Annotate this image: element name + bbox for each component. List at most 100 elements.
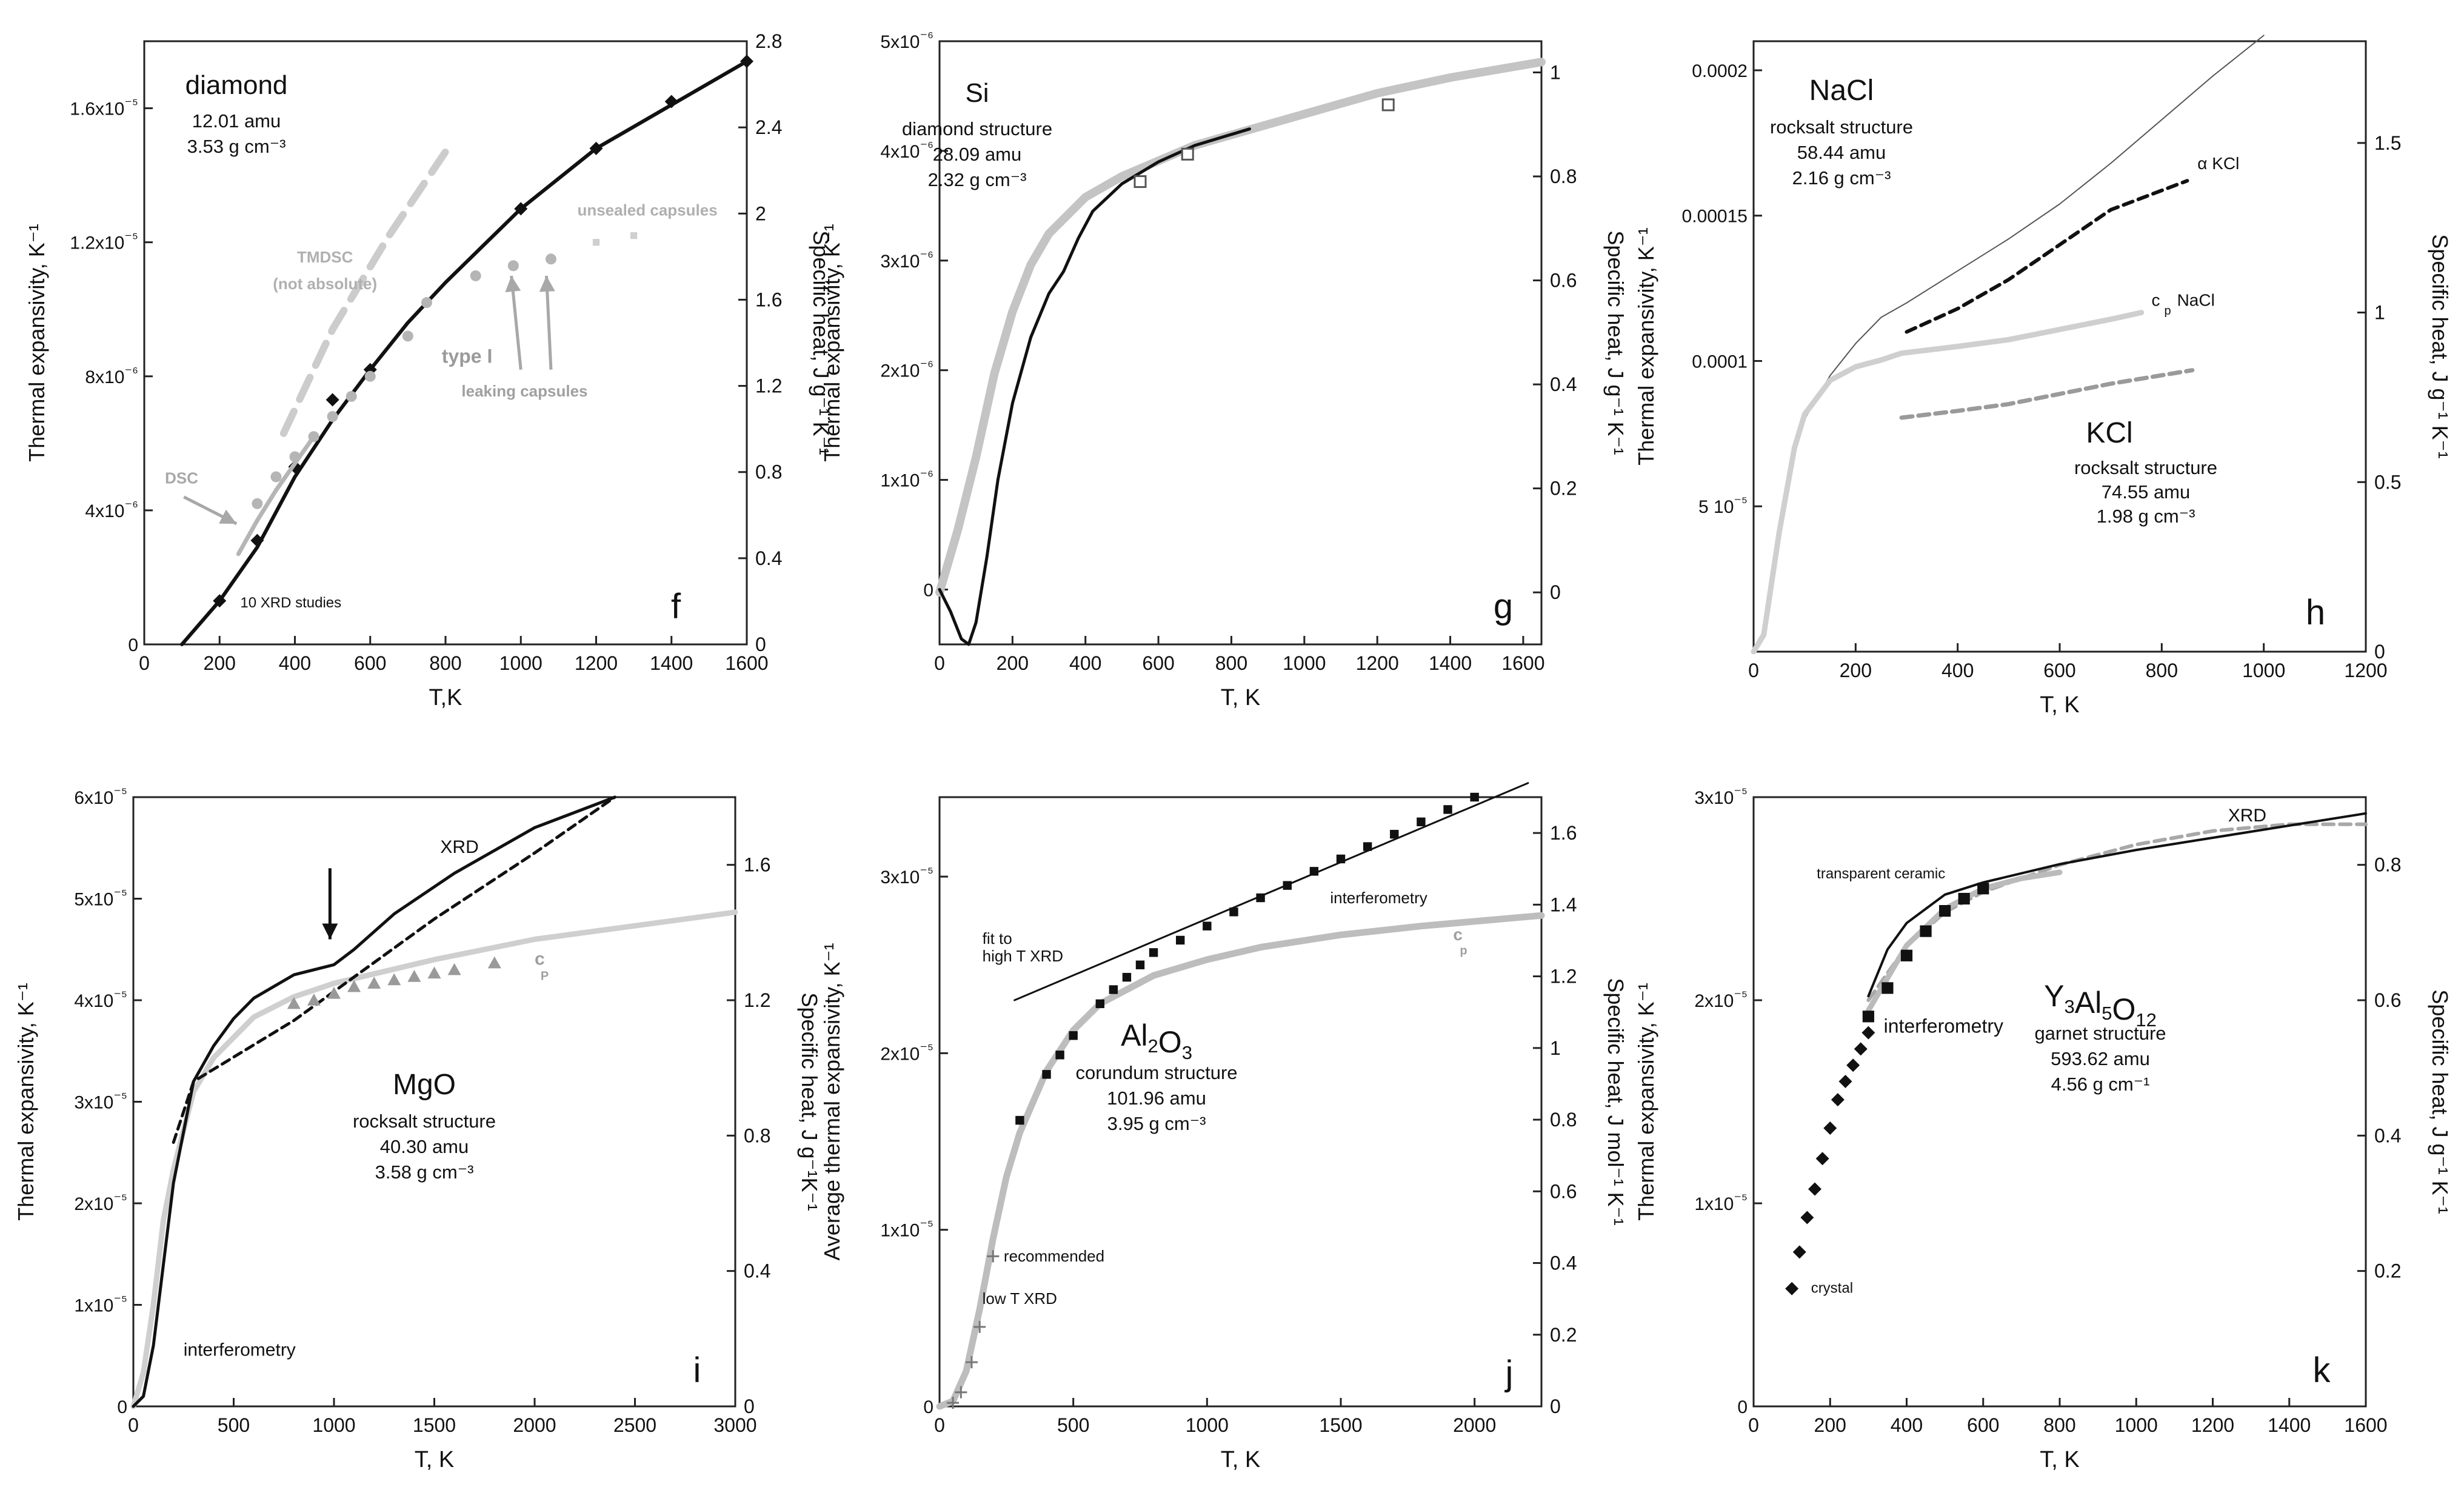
y2-tick-label: 0 xyxy=(744,1395,755,1417)
annotation-label: interferometry xyxy=(1884,1015,2003,1037)
series-interferometry-line xyxy=(172,795,616,1144)
y2-tick-label: 0.2 xyxy=(2374,1260,2401,1282)
series-interferometry-point xyxy=(1069,1031,1078,1040)
x-axis-label: T, K xyxy=(1221,1447,1260,1472)
series-data-point xyxy=(1134,175,1147,189)
y2-tick-label: 1.2 xyxy=(744,989,770,1011)
series-type-i-point xyxy=(252,498,263,509)
x-tick-label: 400 xyxy=(1891,1414,1923,1436)
annotation-arrowhead xyxy=(505,275,521,293)
y2-tick-label: 0.6 xyxy=(1550,270,1577,292)
y2-tick-label: 0.6 xyxy=(1550,1180,1577,1202)
plot-frame xyxy=(143,40,748,646)
series-crystal-point xyxy=(1808,1182,1821,1196)
series-data-point xyxy=(1381,98,1395,112)
x-axis-label: T,K xyxy=(429,685,462,710)
y2-tick-label: 0.8 xyxy=(1550,165,1577,187)
x-tick-label: 1500 xyxy=(1319,1414,1362,1436)
y2-tick-label: 0.5 xyxy=(2374,471,2401,493)
annotation-label: high T XRD xyxy=(983,947,1063,965)
y2-tick-label: 1 xyxy=(1550,61,1561,83)
series-interferometry-point xyxy=(1443,805,1452,814)
y2-tick-label: 0 xyxy=(2374,641,2385,663)
series-type-i-point xyxy=(346,390,357,402)
annotation-label: transparent ceramic xyxy=(1817,866,1945,882)
series-interferometry-point xyxy=(1283,881,1292,890)
series-cp-data-point xyxy=(347,980,361,992)
y-tick-label: 3x10⁻⁶ xyxy=(880,249,933,272)
series-interferometry-point xyxy=(1135,960,1145,969)
material-title-2: KCl xyxy=(2086,417,2132,449)
series-interferometry-point xyxy=(1363,842,1372,851)
annotation-label: interferometry xyxy=(184,1340,296,1360)
series-interferometry-point xyxy=(1470,792,1479,802)
annotation-label: 10 XRD studies xyxy=(240,595,341,611)
panel-letter: g xyxy=(1494,587,1513,626)
x-axis-label: T, K xyxy=(2040,1447,2079,1472)
series-interferometry-point xyxy=(1176,935,1185,945)
annotation-label: leaking capsules xyxy=(461,382,587,400)
series-interferometry-point xyxy=(1229,907,1238,917)
series-crystal-point xyxy=(1800,1211,1814,1225)
y-tick-label: 0.0002 xyxy=(1692,61,1748,81)
x-tick-label: 1200 xyxy=(575,652,618,674)
series-crystal-point xyxy=(1861,1026,1875,1040)
y-axis-label: Thermal expansivity, K⁻¹ xyxy=(1634,227,1658,465)
x-tick-label: 800 xyxy=(2146,660,2178,681)
material-info: 4.56 g cm⁻¹ xyxy=(2051,1074,2150,1095)
material-info: 12.01 amu xyxy=(192,110,281,132)
y2-tick-label: 2.8 xyxy=(755,30,782,52)
series-type-i-point xyxy=(402,330,413,342)
y-tick-label: 2x10⁻⁵ xyxy=(1694,988,1748,1011)
series-transparent-ceramic-point xyxy=(1920,925,1932,937)
series-interferometry-point xyxy=(1336,854,1346,864)
y-tick-label: 1x10⁻⁵ xyxy=(74,1293,127,1316)
y-tick-label: 4x10⁻⁶ xyxy=(880,139,933,162)
series-alpha-line xyxy=(938,127,1251,646)
series-cp-data-point xyxy=(427,966,441,979)
annotation-label: c xyxy=(2152,290,2160,309)
y2-tick-label: 1.6 xyxy=(755,289,782,310)
y-tick-label: 0.0001 xyxy=(1692,352,1748,372)
annotation-label: fit to xyxy=(983,929,1012,947)
annotation-label: (not absolute) xyxy=(273,275,377,293)
y-tick-label: 3x10⁻⁵ xyxy=(74,1090,127,1113)
y2-axis-label: Specific heat, J mol⁻¹ K⁻¹ xyxy=(1603,978,1628,1225)
series-type-i-point xyxy=(470,270,481,281)
series-type-i-point xyxy=(270,471,282,483)
series-cp-data-point xyxy=(287,997,301,1009)
y-tick-label: 1.2x10⁻⁵ xyxy=(70,230,138,253)
series-interferometry-point xyxy=(1417,817,1426,826)
y-axis-label: Thermal expansivity, K⁻¹ xyxy=(820,224,844,461)
plot-frame xyxy=(1752,796,2367,1408)
series-unsealed-capsules-point xyxy=(630,232,638,239)
x-tick-label: 1200 xyxy=(2191,1414,2234,1436)
series-10-xrd-studies-point xyxy=(213,594,227,608)
series-cp-nacl-line xyxy=(1751,310,2145,655)
y2-tick-label: 0 xyxy=(1550,1395,1561,1417)
material-title: Al2O3 xyxy=(1121,1018,1192,1063)
series-data-point xyxy=(1181,147,1194,161)
y2-axis-label: Specific heat, J g⁻¹ K⁻¹ xyxy=(1603,230,1628,455)
y-tick-label: 4x10⁻⁶ xyxy=(85,498,138,521)
y2-tick-label: 0.4 xyxy=(1550,1252,1577,1274)
series-unsealed-capsules-point xyxy=(592,239,600,246)
series-tmdsc-not-absolute--line xyxy=(279,148,449,437)
series-transparent-ceramic-point xyxy=(1900,949,1913,961)
y2-axis-label: Specific heat, J g⁻¹ K⁻¹ xyxy=(2428,989,2452,1214)
y2-axis-label: Specific heat, J g⁻¹K⁻¹ xyxy=(797,992,822,1211)
series-interferometry-point xyxy=(1203,921,1212,931)
panel-h: 0 200 400 600 800 1000 1200 5 10⁻⁵ 0.0001 0.00015… xyxy=(1634,35,2452,718)
panel-letter: f xyxy=(671,587,681,626)
y2-tick-label: 0.8 xyxy=(755,461,782,483)
y2-tick-label: 2 xyxy=(755,202,766,224)
series-cp-line xyxy=(130,909,738,1409)
x-tick-label: 600 xyxy=(2043,660,2075,681)
series-10-xrd-studies-point xyxy=(326,393,339,407)
annotation-label: NaCl xyxy=(2177,290,2215,309)
y2-tick-label: 0.4 xyxy=(1550,373,1577,395)
material-info: 101.96 amu xyxy=(1107,1088,1206,1109)
y-tick-label: 0 xyxy=(923,581,933,601)
material-info: garnet structure xyxy=(2034,1023,2166,1044)
series-type-i-point xyxy=(421,297,432,309)
